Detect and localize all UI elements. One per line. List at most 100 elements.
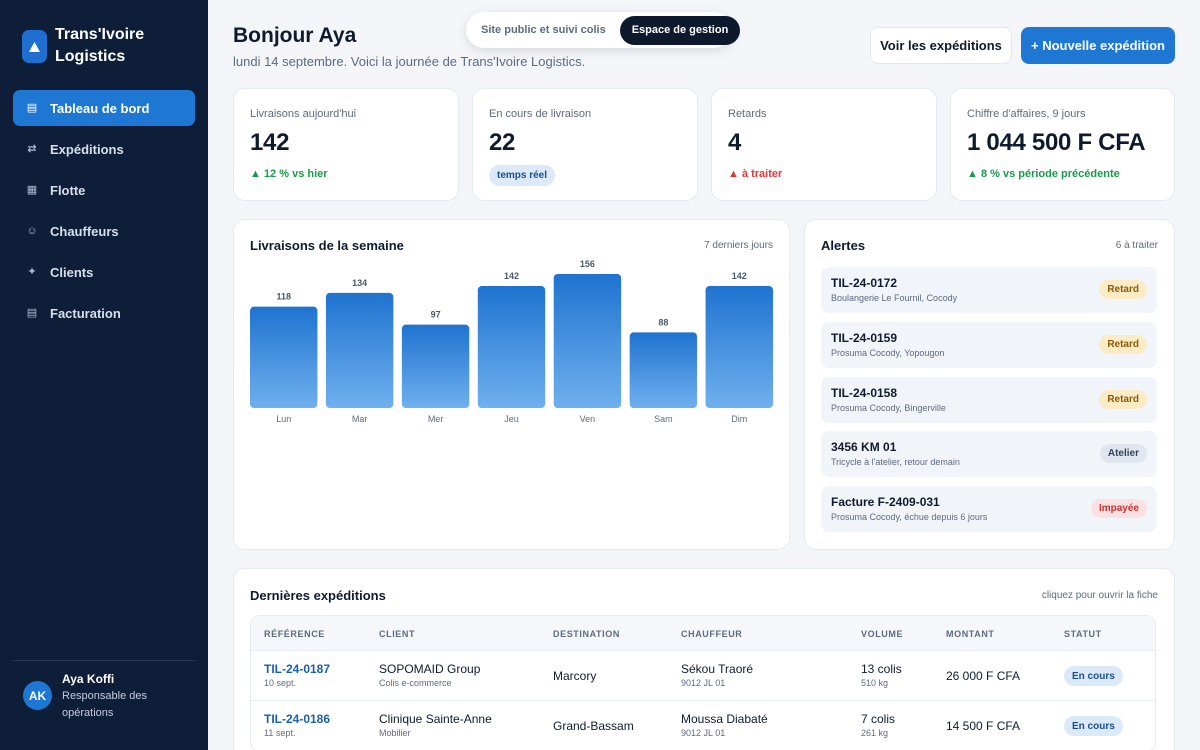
realtime-badge: temps réel xyxy=(489,165,556,186)
bar-lun[interactable] xyxy=(250,306,318,408)
destination: Grand-Bassam xyxy=(553,719,634,733)
column-header[interactable]: MONTANT xyxy=(946,629,995,639)
column-header[interactable]: VOLUME xyxy=(861,629,904,639)
avatar: AK xyxy=(23,681,52,710)
public-site-toggle[interactable]: Site public et suivi colis xyxy=(481,24,606,36)
destination: Marcory xyxy=(553,669,597,683)
sidebar-item-tableau-de-bord[interactable]: ▤ Tableau de bord xyxy=(13,90,195,126)
sidebar-nav: ▤ Tableau de bord ⇄ Expéditions ▦ Flotte… xyxy=(13,90,195,336)
parcel-count: 13 colis xyxy=(861,662,902,676)
clients-icon: ✦ xyxy=(27,266,37,278)
client-category: Colis e-commerce xyxy=(379,678,452,688)
alert-title: TIL-24-0159 xyxy=(831,331,898,345)
table-row[interactable]: TIL-24-0187 10 sept. SOPOMAID Group Coli… xyxy=(251,651,1155,701)
alert-subtitle: Boulangerie Le Fournil, Cocody xyxy=(831,293,958,303)
kpi-value: 142 xyxy=(250,129,290,156)
sidebar-item-label: Facturation xyxy=(50,305,121,321)
invoice-icon: ▤ xyxy=(26,307,38,319)
admin-space-toggle[interactable]: Espace de gestion xyxy=(619,15,741,45)
page-subtitle: lundi 14 septembre. Voici la journée de … xyxy=(233,54,586,69)
vehicle-plate: 9012 JL 01 xyxy=(681,678,726,688)
alert-subtitle: Prosuma Cocody, Yopougon xyxy=(831,348,945,358)
sidebar: Trans'Ivoire Logistics ▤ Tableau de bord… xyxy=(0,0,208,750)
column-header[interactable]: RÉFÉRENCE xyxy=(264,629,325,639)
parcel-count: 7 colis xyxy=(861,712,896,726)
column-header[interactable]: STATUT xyxy=(1064,629,1102,639)
kpi-label: Retards xyxy=(728,108,767,120)
latest-shipments-panel: Dernières expéditions cliquez pour ouvri… xyxy=(233,568,1175,750)
shipments-table: RÉFÉRENCE CLIENT DESTINATION CHAUFFEUR V… xyxy=(250,615,1156,750)
column-header[interactable]: DESTINATION xyxy=(553,629,620,639)
kpi-card-deliveries-today: Livraisons aujourd'hui 142 ▲ 12 % vs hie… xyxy=(233,88,459,201)
alerts-panel: Alertes 6 à traiter TIL-24-0172 Boulange… xyxy=(804,219,1175,550)
status-badge: En cours xyxy=(1064,666,1123,686)
sidebar-item-expeditions[interactable]: ⇄ Expéditions xyxy=(13,131,195,167)
user-role: Responsable des opérations xyxy=(62,690,148,719)
person-icon: ☺ xyxy=(26,225,38,237)
bar-ven[interactable] xyxy=(553,274,622,408)
kpi-card-delays: Retards 4 ▲ à traiter xyxy=(711,88,937,201)
brand-name: Trans'Ivoire Logistics xyxy=(55,26,145,65)
shipment-reference[interactable]: TIL-24-0186 xyxy=(264,712,331,726)
user-profile[interactable]: AK Aya Koffi Responsable des opérations xyxy=(23,672,162,722)
kpi-value: 1 044 500 F CFA xyxy=(967,129,1146,156)
panel-title: Dernières expéditions xyxy=(250,588,386,603)
kpi-label: Chiffre d'affaires, 9 jours xyxy=(967,108,1086,120)
sidebar-item-label: Expéditions xyxy=(50,141,124,157)
alert-item[interactable]: Facture F-2409-031 Prosuma Cocody, échue… xyxy=(821,486,1157,532)
sidebar-item-label: Flotte xyxy=(50,182,86,198)
swap-arrows-icon: ⇄ xyxy=(27,143,37,155)
shipment-reference[interactable]: TIL-24-0187 xyxy=(264,662,331,676)
panel-meta: cliquez pour ouvrir la fiche xyxy=(1041,590,1158,601)
sidebar-item-label: Clients xyxy=(50,264,94,280)
driver-name: Moussa Diabaté xyxy=(681,712,768,726)
shipment-date: 11 sept. xyxy=(264,728,296,738)
sidebar-item-flotte[interactable]: ▦ Flotte xyxy=(13,172,195,208)
sidebar-item-clients[interactable]: ✦ Clients xyxy=(13,254,195,290)
column-header[interactable]: CHAUFFEUR xyxy=(681,629,743,639)
alert-title: Facture F-2409-031 xyxy=(831,495,940,509)
alert-item[interactable]: TIL-24-0158 Prosuma Cocody, Bingerville … xyxy=(821,377,1157,423)
space-switcher: Site public et suivi colis Espace de ges… xyxy=(466,12,741,48)
amount: 26 000 F CFA xyxy=(946,669,1021,683)
table-header: RÉFÉRENCE CLIENT DESTINATION CHAUFFEUR V… xyxy=(251,616,1155,651)
alert-item[interactable]: TIL-24-0159 Prosuma Cocody, Yopougon Ret… xyxy=(821,322,1157,368)
bar-value-label: 142 xyxy=(732,271,747,281)
alert-item[interactable]: TIL-24-0172 Boulangerie Le Fournil, Coco… xyxy=(821,267,1157,313)
panel-title: Alertes xyxy=(821,238,866,253)
status-badge: Impayée xyxy=(1090,499,1147,518)
column-header[interactable]: CLIENT xyxy=(379,629,416,639)
x-tick-label: Dim xyxy=(731,414,747,424)
bar-value-label: 97 xyxy=(431,310,441,320)
bar-sam[interactable] xyxy=(629,332,698,408)
status-badge: Atelier xyxy=(1099,444,1147,463)
parcel-weight: 510 kg xyxy=(861,678,889,688)
table-row[interactable]: TIL-24-0186 11 sept. Clinique Sainte-Ann… xyxy=(251,701,1155,750)
sidebar-item-label: Tableau de bord xyxy=(50,100,150,116)
kpi-value: 22 xyxy=(489,129,516,156)
sidebar-item-label: Chauffeurs xyxy=(50,223,119,239)
bar-mer[interactable] xyxy=(401,324,470,408)
new-shipment-button[interactable]: + Nouvelle expédition xyxy=(1021,27,1175,64)
alert-subtitle: Tricycle à l'atelier, retour demain xyxy=(831,457,960,467)
user-name: Aya Koffi xyxy=(62,672,115,686)
sidebar-divider xyxy=(13,660,195,661)
alert-subtitle: Prosuma Cocody, échue depuis 6 jours xyxy=(831,512,988,522)
alert-subtitle: Prosuma Cocody, Bingerville xyxy=(831,403,946,413)
sidebar-item-facturation[interactable]: ▤ Facturation xyxy=(13,295,195,331)
kpi-trend: ▲ à traiter xyxy=(728,168,783,180)
client-name: Clinique Sainte-Anne xyxy=(379,712,492,726)
sidebar-item-chauffeurs[interactable]: ☺ Chauffeurs xyxy=(13,213,195,249)
bar-value-label: 134 xyxy=(352,278,367,288)
alert-title: TIL-24-0158 xyxy=(831,386,898,400)
alert-title: TIL-24-0172 xyxy=(831,276,898,290)
bar-value-label: 142 xyxy=(504,271,519,281)
alert-item[interactable]: 3456 KM 01 Tricycle à l'atelier, retour … xyxy=(821,431,1157,477)
bar-dim[interactable] xyxy=(705,286,773,408)
bar-jeu[interactable] xyxy=(477,286,546,408)
brand[interactable]: Trans'Ivoire Logistics xyxy=(22,24,175,68)
view-shipments-button[interactable]: Voir les expéditions xyxy=(870,27,1012,64)
weekly-deliveries-chart: 118 Lun 134 Mar 97 Mer 142 Jeu 156 Ven 88 Sam 142 Dim xyxy=(250,260,773,424)
alerts-count: 6 à traiter xyxy=(1115,240,1158,251)
bar-mar[interactable] xyxy=(325,292,394,408)
